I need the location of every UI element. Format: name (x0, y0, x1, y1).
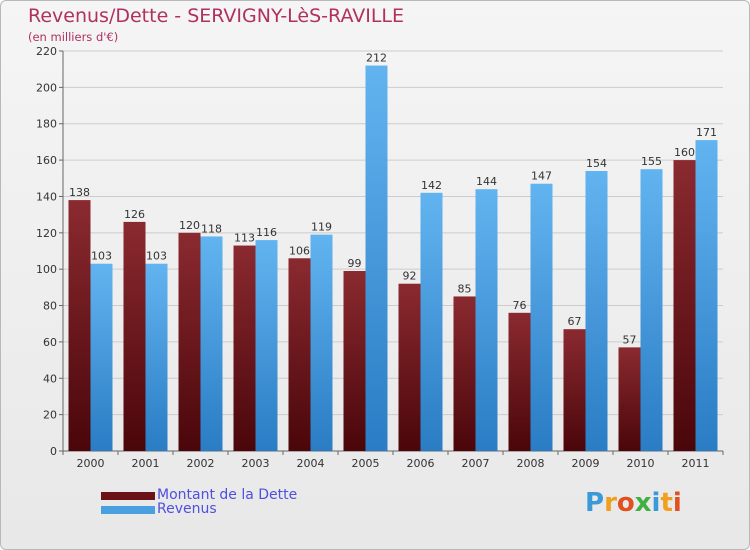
logo-letter: i (672, 488, 682, 518)
bar-revenus (255, 240, 278, 451)
legend-label-dette: Montant de la Dette (157, 487, 298, 503)
x-tick-label: 2005 (352, 457, 380, 470)
data-label-dette: 99 (348, 257, 362, 270)
data-label-revenus: 147 (531, 170, 552, 183)
data-label-dette: 85 (458, 282, 472, 295)
data-label-revenus: 116 (256, 226, 277, 239)
data-label-revenus: 119 (311, 221, 332, 234)
logo-letter: P (585, 488, 605, 518)
bar-revenus (200, 236, 223, 451)
proxiti-logo: Proxiti (585, 488, 682, 518)
x-tick-label: 2003 (242, 457, 270, 470)
x-tick-label: 2006 (407, 457, 435, 470)
data-label-revenus: 142 (421, 179, 442, 192)
bar-revenus (365, 65, 388, 451)
logo-letter: o (616, 488, 635, 518)
bar-revenus (530, 183, 553, 451)
bar-revenus (145, 263, 168, 451)
logo-letter: r (604, 488, 617, 518)
data-label-revenus: 103 (91, 250, 112, 263)
y-tick-label: 40 (43, 372, 57, 385)
x-tick-label: 2010 (627, 457, 655, 470)
y-tick-label: 80 (43, 300, 57, 313)
bar-dette (343, 271, 366, 451)
legend-swatch-revenus (101, 506, 155, 514)
bar-revenus (90, 263, 113, 451)
y-tick-label: 180 (36, 118, 57, 131)
x-tick-label: 2002 (187, 457, 215, 470)
data-label-dette: 76 (513, 299, 527, 312)
y-tick-label: 200 (36, 81, 57, 94)
data-label-dette: 92 (403, 270, 417, 283)
data-label-dette: 160 (674, 146, 695, 159)
logo-letter: t (660, 488, 673, 518)
bar-dette (453, 296, 476, 451)
y-tick-label: 220 (36, 45, 57, 58)
data-label-revenus: 154 (586, 157, 607, 170)
x-tick-label: 2004 (297, 457, 325, 470)
chart-subtitle: (en milliers d'€) (28, 30, 119, 44)
bar-dette (618, 347, 641, 451)
data-label-dette: 138 (69, 186, 90, 199)
logo-letter: x (634, 488, 652, 518)
y-tick-label: 20 (43, 409, 57, 422)
bar-dette (233, 245, 256, 451)
data-label-revenus: 212 (366, 52, 387, 65)
bar-dette (123, 221, 146, 451)
y-tick-label: 140 (36, 190, 57, 203)
bar-revenus (585, 171, 608, 451)
bar-revenus (420, 192, 443, 451)
x-tick-label: 2008 (517, 457, 545, 470)
data-label-revenus: 155 (641, 155, 662, 168)
bar-dette (563, 329, 586, 451)
x-tick-label: 2011 (682, 457, 710, 470)
bar-revenus (695, 140, 718, 451)
x-tick-label: 2000 (77, 457, 105, 470)
bar-dette (68, 200, 91, 451)
bar-revenus (475, 189, 498, 451)
chart-title: Revenus/Dette - SERVIGNY-LèS-RAVILLE (28, 5, 405, 27)
data-label-revenus: 144 (476, 175, 497, 188)
data-label-dette: 113 (234, 232, 255, 245)
data-label-revenus: 171 (696, 126, 717, 139)
y-tick-label: 0 (50, 445, 57, 458)
x-tick-label: 2009 (572, 457, 600, 470)
bar-dette (178, 232, 201, 451)
data-label-revenus: 103 (146, 250, 167, 263)
y-tick-label: 60 (43, 336, 57, 349)
bar-dette (508, 312, 531, 451)
x-tick-label: 2007 (462, 457, 490, 470)
data-label-dette: 67 (568, 315, 582, 328)
x-tick-label: 2001 (132, 457, 160, 470)
data-label-dette: 126 (124, 208, 145, 221)
data-label-dette: 57 (623, 333, 637, 346)
logo-letter: i (651, 488, 661, 518)
bar-dette (398, 283, 421, 451)
y-tick-label: 100 (36, 263, 57, 276)
data-label-dette: 106 (289, 244, 310, 257)
bar-dette (288, 258, 311, 451)
bar-dette (673, 160, 696, 451)
y-tick-label: 120 (36, 227, 57, 240)
bar-revenus (640, 169, 663, 451)
data-label-revenus: 118 (201, 222, 222, 235)
y-tick-label: 160 (36, 154, 57, 167)
legend-swatch-dette (101, 492, 155, 500)
bar-revenus (310, 234, 333, 451)
data-label-dette: 120 (179, 219, 200, 232)
legend-label-revenus: Revenus (157, 501, 217, 517)
